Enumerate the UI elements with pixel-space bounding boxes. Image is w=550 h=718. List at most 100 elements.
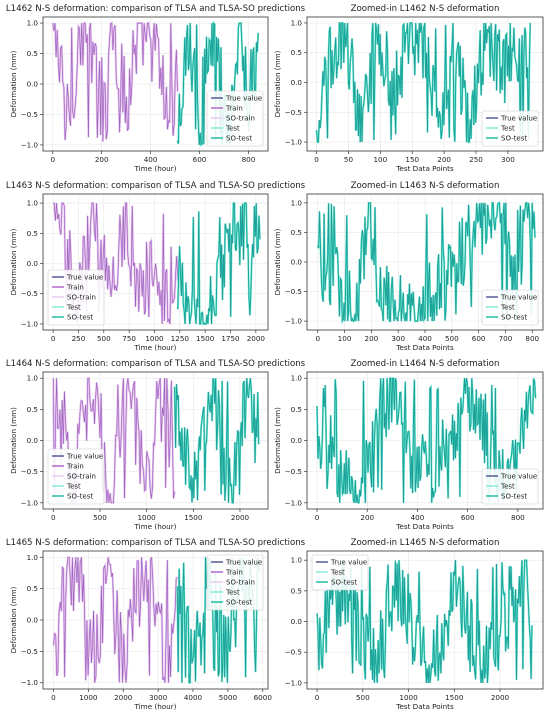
legend-box — [47, 269, 105, 326]
legend-label-test: Test — [66, 483, 81, 491]
x-axis-label: Test Data Points — [395, 164, 454, 173]
x-tick-label: 700 — [499, 334, 513, 343]
legend: True value Train SO-train Test SO-test — [206, 554, 264, 611]
x-tick-label: 5000 — [219, 693, 238, 702]
legend-box — [206, 554, 264, 611]
x-tick-label: 2000 — [247, 334, 266, 343]
legend: True value Train SO-train Test SO-test — [206, 90, 264, 147]
series-true-value — [53, 557, 178, 683]
x-tick-label: 600 — [193, 155, 207, 164]
y-tick-label: −1.0 — [285, 317, 303, 326]
legend-label-true-value: True value — [500, 294, 537, 302]
x-tick-label: 2000 — [231, 513, 250, 522]
x-tick-label: 800 — [511, 513, 525, 522]
x-tick-label: 0 — [315, 513, 320, 522]
legend-label-so-test: SO-test — [67, 493, 93, 501]
x-tick-label: 500 — [445, 334, 459, 343]
x-tick-label: 0 — [51, 334, 56, 343]
y-axis-label: Deformation (mm) — [273, 50, 282, 117]
x-axis-label: Test Data Points — [395, 702, 454, 711]
legend-label-so-train: SO-train — [226, 115, 255, 123]
x-tick-label: 1000 — [79, 693, 98, 702]
legend: True value Train SO-train Test SO-test — [47, 269, 105, 326]
legend-label-test: Test — [500, 304, 515, 312]
legend-label-true-value: True value — [225, 559, 262, 567]
x-tick-label: 600 — [472, 334, 486, 343]
x-axis-label: Time (hour) — [134, 522, 177, 531]
legend-label-true-value: True value — [66, 453, 103, 461]
chart-title: Zoomed-in L1462 N-S deformation — [351, 4, 500, 14]
legend-box — [481, 289, 539, 326]
legend-box — [311, 554, 369, 591]
x-tick-label: 3000 — [149, 693, 168, 702]
series-lines — [316, 377, 537, 504]
y-tick-label: −0.5 — [21, 110, 38, 119]
x-axis-label: Time (hour) — [134, 702, 177, 711]
chart-title: Zoomed-in L1465 N-S deformation — [351, 538, 500, 548]
y-tick-label: 0.0 — [291, 436, 303, 445]
y-tick-label: −0.5 — [21, 289, 38, 298]
y-tick-label: −1.0 — [21, 678, 39, 687]
y-tick-label: 1.0 — [291, 198, 303, 207]
legend-label-true-value: True value — [330, 559, 367, 567]
chart-title: L1465 N-S deformation: comparison of TLS… — [6, 538, 306, 548]
legend-label-true-value: True value — [66, 274, 103, 282]
series-lines — [316, 201, 536, 325]
x-tick-label: 800 — [242, 155, 256, 164]
x-tick-label: 1500 — [445, 693, 464, 702]
legend-box — [481, 110, 539, 147]
legend-box — [47, 448, 105, 505]
legend-label-so-test: SO-test — [501, 493, 527, 501]
legend-label-true-value: True value — [500, 115, 537, 123]
series-so-test — [317, 202, 536, 323]
y-tick-label: −0.5 — [285, 467, 302, 476]
y-tick-label: 0.0 — [291, 617, 303, 626]
y-tick-label: 0.0 — [291, 78, 303, 87]
x-tick-label: 750 — [122, 334, 136, 343]
chart-panel-4: 0 100 200 300 400 500 600 700 800 −1.0 −0.5 0.0 0.5 1… — [273, 181, 544, 352]
x-tick-label: 1500 — [196, 334, 215, 343]
x-tick-label: 2000 — [114, 693, 133, 702]
legend-label-test: Test — [500, 483, 515, 491]
y-tick-label: 0.0 — [27, 259, 39, 268]
y-tick-label: −1.0 — [21, 498, 39, 507]
legend-label-so-test: SO-test — [226, 599, 252, 607]
chart-title: Zoomed-in L1463 N-S deformation — [351, 181, 500, 191]
legend-box — [206, 90, 264, 147]
y-tick-label: 1.0 — [27, 199, 39, 208]
x-tick-label: 4000 — [184, 693, 203, 702]
x-tick-label: 200 — [437, 155, 451, 164]
legend-label-so-test: SO-test — [501, 314, 527, 322]
x-tick-label: 2000 — [491, 693, 510, 702]
y-tick-label: 1.0 — [27, 19, 39, 28]
series-so-test — [316, 22, 531, 143]
legend-label-so-train: SO-train — [67, 294, 96, 302]
x-tick-label: 200 — [365, 334, 379, 343]
y-tick-label: 0.0 — [27, 436, 39, 445]
legend-label-test: Test — [66, 304, 81, 312]
legend: True value Test SO-test — [311, 554, 369, 591]
plot-frame — [42, 193, 269, 331]
series-true-value — [52, 22, 178, 142]
chart-panel-2: 0 50 100 150 200 250 300 −1.0 −0.5 0.0 0.5 1.0 Zoome… — [273, 4, 544, 173]
y-axis-label: Deformation (mm) — [9, 407, 18, 474]
y-tick-label: 0.5 — [27, 584, 38, 593]
series-true-value — [316, 560, 533, 683]
x-tick-label: 0 — [50, 155, 55, 164]
series-true-value — [177, 202, 261, 325]
legend-label-so-test: SO-test — [67, 314, 93, 322]
x-tick-label: 250 — [469, 155, 483, 164]
legend-label-test: Test — [225, 125, 240, 133]
chart-panel-7: 0 1000 2000 3000 4000 5000 6000 −1.0 −0.5 0.0 0.5 1… — [6, 538, 306, 711]
x-tick-label: 200 — [95, 155, 109, 164]
y-tick-label: −0.5 — [21, 647, 38, 656]
x-tick-label: 0 — [315, 693, 320, 702]
y-tick-label: 0.5 — [27, 405, 38, 414]
legend-label-train: Train — [66, 284, 84, 292]
chart-title: L1464 N-S deformation: comparison of TLS… — [6, 359, 306, 369]
x-tick-label: 500 — [93, 513, 107, 522]
y-tick-label: −1.0 — [21, 319, 39, 328]
series-so-test — [177, 202, 261, 325]
chart-panel-6: 0 200 400 600 800 −1.0 −0.5 0.0 0.5 1.0 Zoomed-in … — [273, 359, 544, 531]
